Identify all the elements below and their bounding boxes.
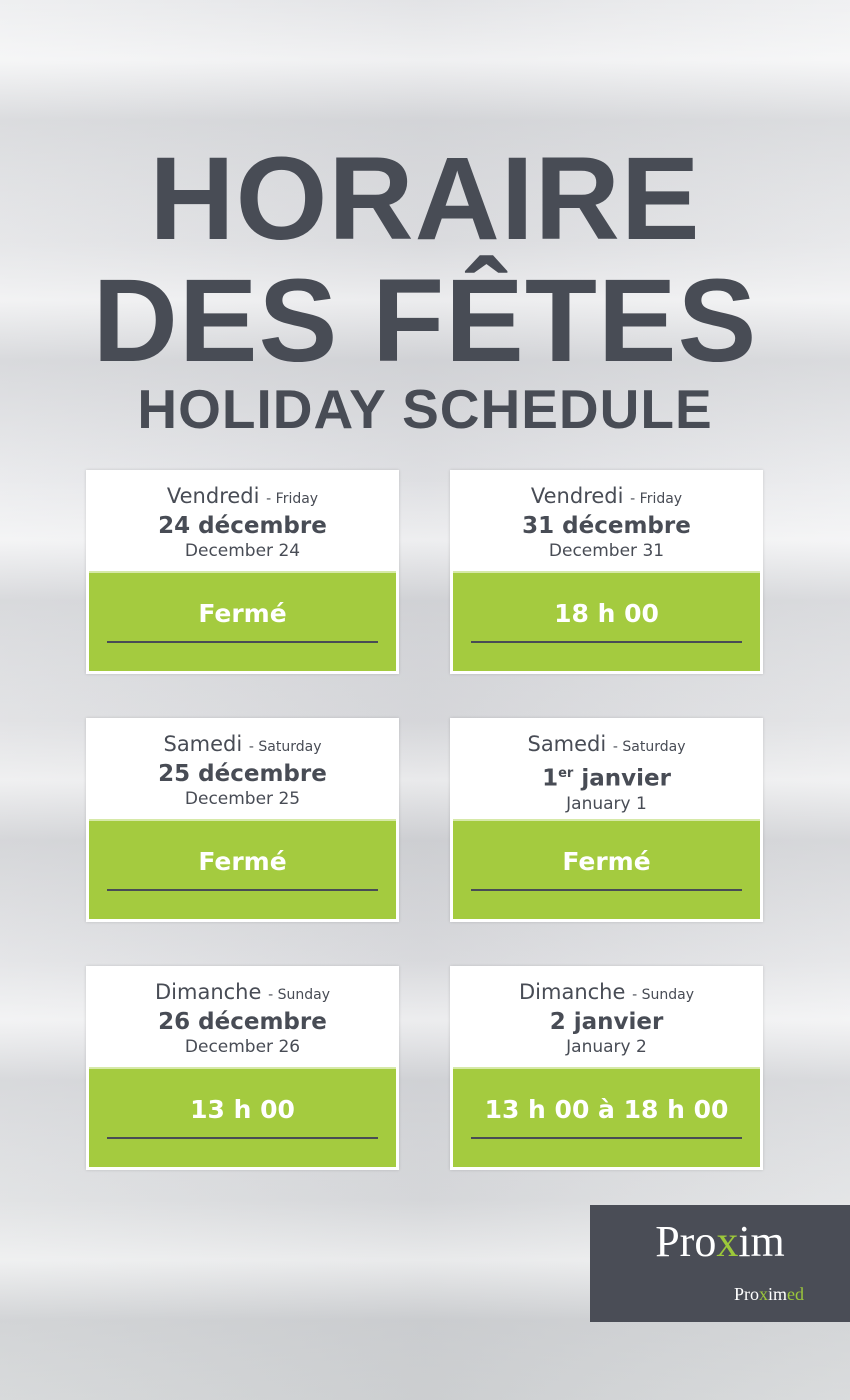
card-hours: Fermé bbox=[198, 847, 287, 876]
schedule-card: Samedi - Saturday 1er janvier January 1 … bbox=[450, 718, 763, 922]
card-hours: 18 h 00 bbox=[554, 599, 659, 628]
card-date-fr: 31 décembre bbox=[522, 513, 691, 539]
schedule-card: Samedi - Saturday 25 décembre December 2… bbox=[86, 718, 399, 922]
card-date-fr: 26 décembre bbox=[158, 1009, 327, 1035]
card-date-en: December 31 bbox=[548, 541, 665, 561]
schedule-card: Vendredi - Friday 31 décembre December 3… bbox=[450, 470, 763, 674]
schedule-card: Dimanche - Sunday 2 janvier January 2 13… bbox=[450, 966, 763, 1170]
divider bbox=[471, 1137, 742, 1139]
card-day: Samedi - Saturday bbox=[527, 732, 686, 756]
card-hours: 13 h 00 à 18 h 00 bbox=[484, 1095, 729, 1124]
card-hours-section: 13 h 00 bbox=[89, 1067, 396, 1167]
card-hours: Fermé bbox=[198, 599, 287, 628]
card-date-fr: 24 décembre bbox=[158, 513, 327, 539]
card-day: Dimanche - Sunday bbox=[155, 980, 330, 1004]
proxim-wordmark: Proxim bbox=[655, 1217, 785, 1266]
card-date-en: December 26 bbox=[184, 1037, 301, 1057]
card-day: Vendredi - Friday bbox=[166, 484, 319, 508]
card-date-en: January 2 bbox=[566, 1037, 647, 1057]
card-hours-section: Fermé bbox=[89, 571, 396, 671]
card-date-fr: 1er janvier bbox=[542, 765, 671, 792]
card-hours-section: 18 h 00 bbox=[453, 571, 760, 671]
card-date-section: Dimanche - Sunday 2 janvier January 2 bbox=[453, 969, 760, 1067]
title-des-fetes: DES FÊTES bbox=[92, 255, 758, 387]
divider bbox=[107, 1137, 378, 1139]
card-date-en: December 24 bbox=[184, 541, 301, 561]
card-day: Dimanche - Sunday bbox=[519, 980, 694, 1004]
proximed-wordmark: Proximed bbox=[733, 1284, 804, 1304]
card-date-section: Dimanche - Sunday 26 décembre December 2… bbox=[89, 969, 396, 1067]
schedule-card: Vendredi - Friday 24 décembre December 2… bbox=[86, 470, 399, 674]
proxim-logo: Proxim Proximed bbox=[590, 1205, 850, 1322]
card-day: Samedi - Saturday bbox=[163, 732, 322, 756]
card-hours: 13 h 00 bbox=[190, 1095, 295, 1124]
divider bbox=[107, 641, 378, 643]
divider bbox=[107, 889, 378, 891]
card-date-fr: 2 janvier bbox=[549, 1009, 664, 1035]
card-hours: Fermé bbox=[562, 847, 651, 876]
card-date-section: Vendredi - Friday 31 décembre December 3… bbox=[453, 473, 760, 571]
card-hours-section: 13 h 00 à 18 h 00 bbox=[453, 1067, 760, 1167]
card-hours-section: Fermé bbox=[89, 819, 396, 919]
card-hours-section: Fermé bbox=[453, 819, 760, 919]
divider bbox=[471, 889, 742, 891]
card-date-fr: 25 décembre bbox=[158, 761, 327, 787]
divider bbox=[471, 641, 742, 643]
card-date-en: January 1 bbox=[566, 793, 647, 814]
card-date-en: December 25 bbox=[184, 789, 301, 809]
schedule-card: Dimanche - Sunday 26 décembre December 2… bbox=[86, 966, 399, 1170]
card-date-section: Samedi - Saturday 1er janvier January 1 bbox=[453, 721, 760, 819]
title-horaire: HORAIRE bbox=[149, 133, 701, 265]
title-holiday-schedule: HOLIDAY SCHEDULE bbox=[137, 378, 713, 440]
card-date-section: Samedi - Saturday 25 décembre December 2… bbox=[89, 721, 396, 819]
card-date-section: Vendredi - Friday 24 décembre December 2… bbox=[89, 473, 396, 571]
card-day: Vendredi - Friday bbox=[530, 484, 683, 508]
